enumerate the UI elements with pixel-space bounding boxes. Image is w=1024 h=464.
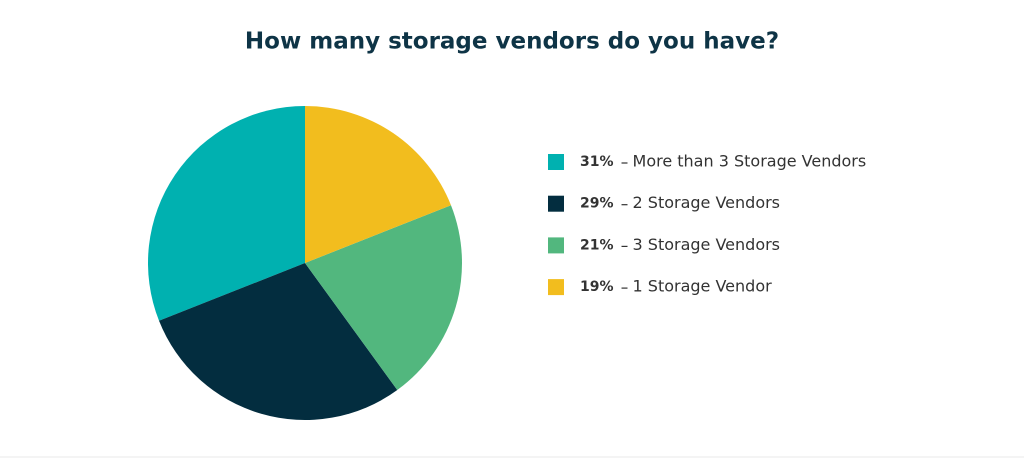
legend-swatch <box>548 195 564 212</box>
legend-swatch <box>548 154 564 170</box>
legend-value: 21% <box>580 237 614 253</box>
legend-label: More than 3 Storage Vendors <box>633 152 867 171</box>
legend-label: 1 Storage Vendor <box>633 277 773 296</box>
pie-slice <box>305 106 451 263</box>
chart-title: How many storage vendors do you have? <box>245 29 779 55</box>
legend-swatch <box>548 279 564 296</box>
legend-value: 19% <box>580 279 614 295</box>
legend-value: 31% <box>580 154 614 170</box>
legend-value: 29% <box>580 196 614 212</box>
legend-label: 2 Storage Vendors <box>633 193 781 212</box>
legend-swatch <box>548 237 564 254</box>
legend-label: 3 Storage Vendors <box>633 235 781 254</box>
pie-slice <box>159 263 398 420</box>
pie-slice <box>305 205 462 391</box>
pie-slice <box>148 106 305 321</box>
